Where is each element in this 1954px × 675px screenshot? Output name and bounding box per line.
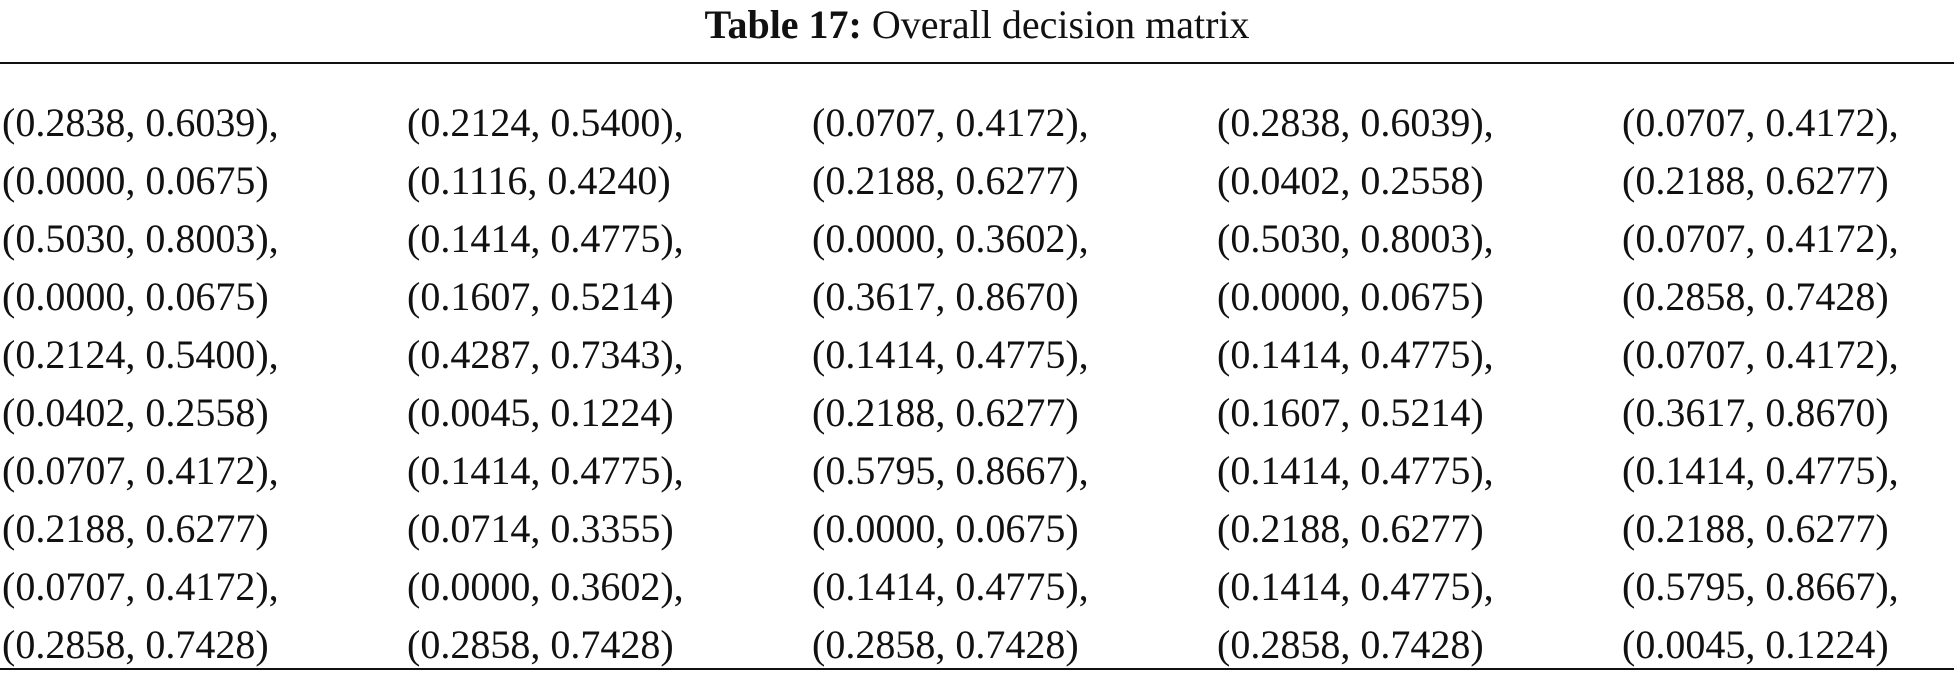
table-cell: (0.1414, 0.4775), (0.1607, 0.5214)	[1217, 326, 1494, 442]
cell-line: (0.2858, 0.7428)	[2, 622, 269, 667]
table-row: (0.0707, 0.4172), (0.2858, 0.7428) (0.0000…	[0, 558, 1954, 674]
cell-line: (0.0000, 0.0675)	[1217, 274, 1484, 319]
cell-line: (0.0707, 0.4172),	[2, 564, 279, 609]
cell-line: (0.2858, 0.7428)	[1622, 274, 1889, 319]
table-cell: (0.0707, 0.4172), (0.2858, 0.7428)	[1622, 210, 1899, 326]
cell-line: (0.1414, 0.4775),	[812, 332, 1089, 377]
cell-line: (0.1414, 0.4775),	[407, 216, 684, 261]
cell-line: (0.1414, 0.4775),	[812, 564, 1089, 609]
cell-line: (0.0000, 0.3602),	[812, 216, 1089, 261]
cell-line: (0.2188, 0.6277)	[1622, 158, 1889, 203]
table-cell: (0.5795, 0.8667), (0.0045, 0.1224)	[1622, 558, 1899, 674]
cell-line: (0.0402, 0.2558)	[2, 390, 269, 435]
cell-line: (0.2124, 0.5400),	[2, 332, 279, 377]
table-cell: (0.2838, 0.6039), (0.0402, 0.2558)	[1217, 94, 1494, 210]
cell-line: (0.0707, 0.4172),	[812, 100, 1089, 145]
table-cell: (0.0707, 0.4172), (0.2188, 0.6277)	[1622, 94, 1899, 210]
cell-line: (0.0045, 0.1224)	[1622, 622, 1889, 667]
table-cell: (0.1414, 0.4775), (0.2188, 0.6277)	[1217, 442, 1494, 558]
cell-line: (0.3617, 0.8670)	[812, 274, 1079, 319]
cell-line: (0.5030, 0.8003),	[1217, 216, 1494, 261]
table-cell: (0.0707, 0.4172), (0.2858, 0.7428)	[2, 558, 279, 674]
table-cell: (0.1414, 0.4775), (0.2188, 0.6277)	[1622, 442, 1899, 558]
cell-line: (0.0707, 0.4172),	[2, 448, 279, 493]
table-cell: (0.5030, 0.8003), (0.0000, 0.0675)	[2, 210, 279, 326]
cell-line: (0.1414, 0.4775),	[1217, 332, 1494, 377]
decision-matrix: (0.2838, 0.6039), (0.0000, 0.0675) (0.2124…	[0, 94, 1954, 674]
cell-line: (0.5795, 0.8667),	[812, 448, 1089, 493]
table-cell: (0.2124, 0.5400), (0.0402, 0.2558)	[2, 326, 279, 442]
cell-line: (0.5030, 0.8003),	[2, 216, 279, 261]
table-title: Overall decision matrix	[871, 2, 1250, 47]
table-cell: (0.0707, 0.4172), (0.2188, 0.6277)	[2, 442, 279, 558]
cell-line: (0.1414, 0.4775),	[1217, 564, 1494, 609]
top-rule	[0, 62, 1954, 64]
table-row: (0.0707, 0.4172), (0.2188, 0.6277) (0.1414…	[0, 442, 1954, 558]
table-cell: (0.5795, 0.8667), (0.0000, 0.0675)	[812, 442, 1089, 558]
table-row: (0.2838, 0.6039), (0.0000, 0.0675) (0.2124…	[0, 94, 1954, 210]
cell-line: (0.4287, 0.7343),	[407, 332, 684, 377]
table-row: (0.2124, 0.5400), (0.0402, 0.2558) (0.4287…	[0, 326, 1954, 442]
cell-line: (0.1414, 0.4775),	[407, 448, 684, 493]
cell-line: (0.0707, 0.4172),	[1622, 216, 1899, 261]
cell-line: (0.1607, 0.5214)	[407, 274, 674, 319]
table-row: (0.5030, 0.8003), (0.0000, 0.0675) (0.1414…	[0, 210, 1954, 326]
cell-line: (0.2188, 0.6277)	[1217, 506, 1484, 551]
table-cell: (0.2838, 0.6039), (0.0000, 0.0675)	[2, 94, 279, 210]
cell-line: (0.5795, 0.8667),	[1622, 564, 1899, 609]
cell-line: (0.1414, 0.4775),	[1622, 448, 1899, 493]
cell-line: (0.2838, 0.6039),	[2, 100, 279, 145]
cell-line: (0.2858, 0.7428)	[407, 622, 674, 667]
cell-line: (0.0707, 0.4172),	[1622, 100, 1899, 145]
table-cell: (0.4287, 0.7343), (0.0045, 0.1224)	[407, 326, 684, 442]
cell-line: (0.1116, 0.4240)	[407, 158, 671, 203]
cell-line: (0.0045, 0.1224)	[407, 390, 674, 435]
cell-line: (0.2858, 0.7428)	[812, 622, 1079, 667]
cell-line: (0.0402, 0.2558)	[1217, 158, 1484, 203]
table-cell: (0.5030, 0.8003), (0.0000, 0.0675)	[1217, 210, 1494, 326]
table-cell: (0.1414, 0.4775), (0.0714, 0.3355)	[407, 442, 684, 558]
cell-line: (0.0707, 0.4172),	[1622, 332, 1899, 377]
table-label: Table 17:	[704, 2, 862, 47]
cell-line: (0.0714, 0.3355)	[407, 506, 674, 551]
cell-line: (0.2838, 0.6039),	[1217, 100, 1494, 145]
cell-line: (0.0000, 0.0675)	[2, 158, 269, 203]
table-cell: (0.1414, 0.4775), (0.2858, 0.7428)	[812, 558, 1089, 674]
cell-line: (0.3617, 0.8670)	[1622, 390, 1889, 435]
cell-line: (0.2188, 0.6277)	[812, 158, 1079, 203]
table-cell: (0.0707, 0.4172), (0.3617, 0.8670)	[1622, 326, 1899, 442]
table-cell: (0.2124, 0.5400), (0.1116, 0.4240)	[407, 94, 684, 210]
table-cell: (0.1414, 0.4775), (0.1607, 0.5214)	[407, 210, 684, 326]
cell-line: (0.2124, 0.5400),	[407, 100, 684, 145]
cell-line: (0.0000, 0.0675)	[2, 274, 269, 319]
table-caption: Table 17: Overall decision matrix	[0, 0, 1954, 50]
table-cell: (0.0000, 0.3602), (0.2858, 0.7428)	[407, 558, 684, 674]
cell-line: (0.0000, 0.3602),	[407, 564, 684, 609]
bottom-rule	[0, 668, 1954, 670]
cell-line: (0.0000, 0.0675)	[812, 506, 1079, 551]
cell-line: (0.2188, 0.6277)	[2, 506, 269, 551]
table-cell: (0.0707, 0.4172), (0.2188, 0.6277)	[812, 94, 1089, 210]
table-cell: (0.1414, 0.4775), (0.2188, 0.6277)	[812, 326, 1089, 442]
table-cell: (0.0000, 0.3602), (0.3617, 0.8670)	[812, 210, 1089, 326]
cell-line: (0.2188, 0.6277)	[812, 390, 1079, 435]
cell-line: (0.2858, 0.7428)	[1217, 622, 1484, 667]
cell-line: (0.1607, 0.5214)	[1217, 390, 1484, 435]
table-cell: (0.1414, 0.4775), (0.2858, 0.7428)	[1217, 558, 1494, 674]
cell-line: (0.2188, 0.6277)	[1622, 506, 1889, 551]
cell-line: (0.1414, 0.4775),	[1217, 448, 1494, 493]
